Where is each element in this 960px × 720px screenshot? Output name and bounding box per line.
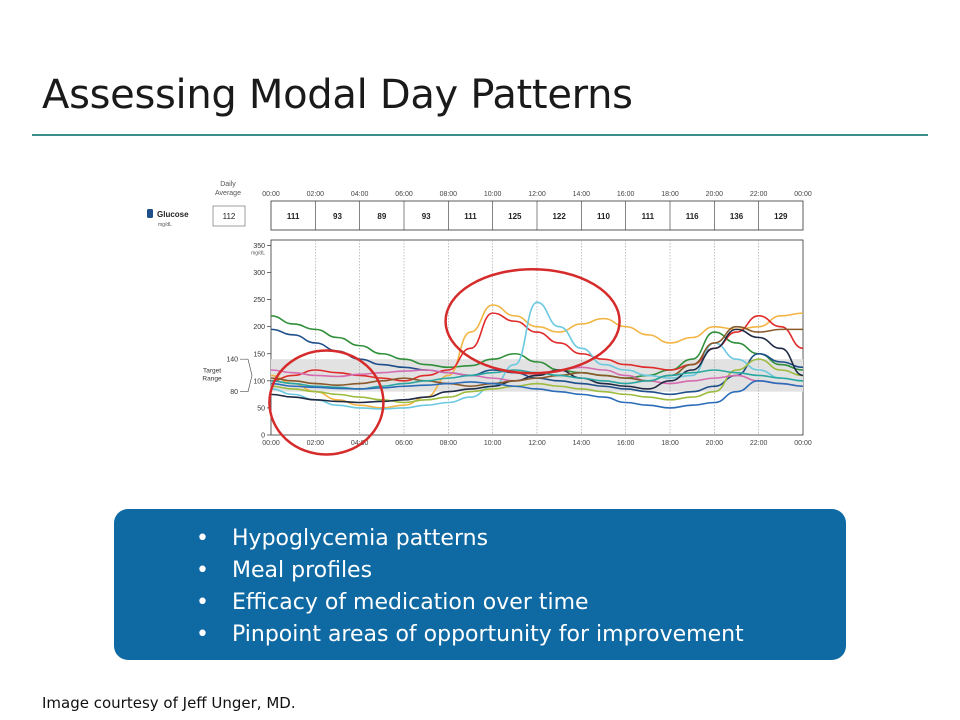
bullet-text: Pinpoint areas of opportunity for improv… xyxy=(232,622,744,647)
daily-average-label: Average xyxy=(215,190,241,197)
metric-label: Glucose xyxy=(157,210,189,219)
block-average-value: 125 xyxy=(508,212,522,221)
bottom-time-tick: 22:00 xyxy=(750,440,768,447)
y-tick-label: 350 xyxy=(253,243,265,250)
bullet-text: Hypoglycemia patterns xyxy=(232,526,489,551)
bottom-time-tick: 16:00 xyxy=(617,440,635,447)
top-time-tick: 18:00 xyxy=(661,191,679,198)
y-tick-label: 300 xyxy=(253,270,265,277)
y-axis-unit: mg/dL xyxy=(251,250,265,256)
glucose-series-line xyxy=(270,304,804,409)
block-average-value: 110 xyxy=(597,212,610,221)
glucose-series-line xyxy=(270,325,803,388)
bullet-text: Meal profiles xyxy=(232,558,373,583)
y-tick-label: 0 xyxy=(261,433,265,440)
glucose-meter-icon xyxy=(147,209,153,218)
bullet-dot-icon: • xyxy=(196,590,209,615)
image-credit: Image courtesy of Jeff Unger, MD. xyxy=(42,694,296,712)
bullet-item: • Hypoglycemia patterns xyxy=(196,523,744,555)
top-time-tick: 22:00 xyxy=(750,191,768,198)
top-time-tick: 00:00 xyxy=(262,191,280,198)
bullet-dot-icon: • xyxy=(196,526,209,551)
bottom-time-tick: 02:00 xyxy=(307,440,325,447)
bottom-time-tick: 20:00 xyxy=(706,440,724,447)
block-average-value: 93 xyxy=(333,212,342,221)
chart-svg: Daily Average Glucose mg/dL 112 00:00 02:00 04:… xyxy=(147,181,812,456)
bullet-dot-icon: • xyxy=(196,558,209,583)
top-time-tick: 00:00 xyxy=(794,191,812,198)
top-time-tick: 16:00 xyxy=(617,191,635,198)
top-time-tick: 12:00 xyxy=(528,191,546,198)
block-average-value: 89 xyxy=(377,212,386,221)
bullet-dot-icon: • xyxy=(196,622,209,647)
top-time-tick: 14:00 xyxy=(573,191,591,198)
block-average-value: 111 xyxy=(287,212,300,221)
bullet-item: • Pinpoint areas of opportunity for impro… xyxy=(196,619,744,651)
target-low-label: 80 xyxy=(230,389,238,396)
block-average-value: 111 xyxy=(464,212,477,221)
bottom-time-tick: 00:00 xyxy=(794,440,812,447)
glucose-series-line xyxy=(270,315,804,379)
block-average-value: 111 xyxy=(642,212,655,221)
metric-unit: mg/dL xyxy=(158,222,172,228)
top-time-tick: 20:00 xyxy=(706,191,724,198)
daily-average-value: 112 xyxy=(223,212,236,221)
bullet-item: • Efficacy of medication over time xyxy=(196,587,744,619)
modal-day-chart: Daily Average Glucose mg/dL 112 00:00 02:00 04:… xyxy=(140,175,820,475)
target-range-label: Range xyxy=(202,375,222,382)
glucose-series-line xyxy=(270,328,804,404)
block-average-value: 129 xyxy=(774,212,788,221)
bottom-time-tick: 00:00 xyxy=(262,440,280,447)
y-tick-label: 150 xyxy=(253,351,265,358)
daily-average-label: Daily xyxy=(220,181,236,188)
slide-title: Assessing Modal Day Patterns xyxy=(42,72,633,118)
bottom-time-tick: 08:00 xyxy=(440,440,458,447)
bullet-item: • Meal profiles xyxy=(196,555,744,587)
y-tick-label: 50 xyxy=(257,405,265,412)
daily-average-box xyxy=(212,205,246,227)
target-range-bracket xyxy=(240,358,253,393)
target-range-label: Target xyxy=(203,367,221,374)
bottom-time-tick: 18:00 xyxy=(661,440,679,447)
postprandial-annotation-circle xyxy=(444,268,621,375)
target-high-label: 140 xyxy=(226,357,238,364)
bottom-time-tick: 10:00 xyxy=(484,440,502,447)
block-average-value: 136 xyxy=(730,212,744,221)
block-average-value: 93 xyxy=(422,212,431,221)
top-time-tick: 10:00 xyxy=(484,191,502,198)
block-average-value: 116 xyxy=(686,212,699,221)
top-time-tick: 04:00 xyxy=(351,191,369,198)
top-time-tick: 06:00 xyxy=(395,191,413,198)
y-tick-label: 250 xyxy=(253,297,265,304)
key-points-box: • Hypoglycemia patterns • Meal profiles • E… xyxy=(114,509,846,660)
bottom-time-tick: 06:00 xyxy=(395,440,413,447)
hypoglycemia-annotation-circle xyxy=(268,349,385,456)
top-time-tick: 08:00 xyxy=(440,191,458,198)
bottom-time-tick: 12:00 xyxy=(528,440,546,447)
bullet-text: Efficacy of medication over time xyxy=(232,590,589,615)
y-tick-label: 100 xyxy=(253,378,265,385)
block-average-value: 122 xyxy=(552,212,566,221)
bottom-time-tick: 14:00 xyxy=(573,440,591,447)
title-divider xyxy=(32,134,928,136)
top-time-tick: 02:00 xyxy=(307,191,325,198)
glucose-series-line xyxy=(270,358,804,404)
y-tick-label: 200 xyxy=(253,324,265,331)
glucose-series-line xyxy=(270,380,804,409)
bullet-list: • Hypoglycemia patterns • Meal profiles • E… xyxy=(196,523,744,651)
